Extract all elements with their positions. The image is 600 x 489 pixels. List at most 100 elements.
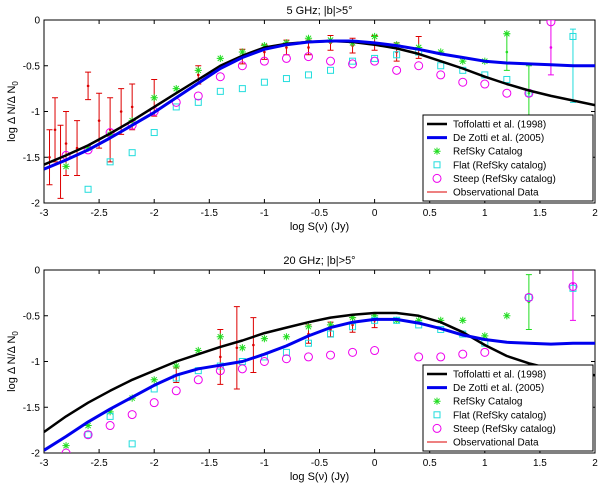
panel-2-flat-refsky-catalog-point [128, 440, 136, 448]
panel-2-x-tick-label: 0 [372, 458, 378, 469]
panel-2-legend-label: Flat (RefSky catalog) [453, 410, 546, 421]
panel-1-title: 5 GHz; |b|>5° [286, 5, 352, 17]
panel-2-y-axis-label: log Δ N/Δ N0 [6, 331, 20, 392]
panel-1-legend-label: Observational Data [453, 188, 539, 199]
panel-1-flat-refsky-catalog-point [327, 66, 335, 74]
panel-2-legend-label: Observational Data [453, 438, 539, 449]
panel-1-steep-refsky-catalog-point [281, 53, 291, 63]
panel-2-steep-refsky-catalog-point [193, 375, 203, 385]
panel-1-steep-refsky-catalog-point [414, 61, 424, 71]
panel-2-steep-refsky-catalog-point [326, 350, 336, 360]
panel-1-steep-refsky-catalog-point [458, 77, 468, 87]
panel-2-flat-refsky-catalog-point [304, 339, 312, 347]
panel-1-x-tick-label: 0.5 [423, 208, 437, 219]
panel-1-refsky-catalog-point [216, 54, 224, 63]
panel-1-flat-refsky-catalog-point [216, 87, 224, 95]
panel-1-steep-refsky-catalog-point [303, 52, 313, 62]
panel-2-steep-refsky-catalog-point [259, 357, 269, 366]
panel-1-legend-label: Toffolatti et al. (1998) [453, 120, 546, 131]
panel-2-x-tick-label: 0.5 [423, 458, 437, 469]
panel-2-observational-data-point [219, 355, 222, 359]
panel-1-de-zotti-et-al-2005-curve [44, 39, 595, 171]
panel-1-steep-refsky-catalog-point [392, 65, 402, 75]
panel-2-steep-refsky-catalog-point [171, 386, 181, 396]
panel-2-x-axis-label: log S(ν) (Jy) [290, 471, 349, 483]
panel-1-observational-data-point [549, 46, 553, 49]
panel-1-steep-refsky-catalog-point [546, 20, 556, 27]
panel-1-observational-data-point [527, 91, 531, 95]
panel-2-de-zotti-et-al-2005-curve [44, 317, 595, 452]
panel-1-flat-refsky-catalog-point [282, 75, 290, 83]
panel-2-steep-refsky-catalog-point [370, 346, 380, 356]
panel-2-legend-label: De Zotti et al. (2005) [453, 383, 544, 394]
panel-2-observational-data-point [252, 343, 255, 347]
panel-2-steep-refsky-catalog-point [303, 352, 313, 362]
panel-1-steep-refsky-catalog-point [348, 59, 358, 69]
panel-1-x-tick-label: 1.5 [533, 208, 547, 219]
panel-2-steep-refsky-catalog-point [237, 364, 247, 374]
panel-2-refsky-catalog-point [503, 312, 511, 320]
panel-1-legend-swatch [433, 147, 441, 155]
panel-1-flat-refsky-catalog-point [238, 85, 246, 93]
panel-2-refsky-catalog-point [150, 376, 158, 384]
panel-1-flat-refsky-catalog-point [194, 98, 202, 106]
panel-2-legend-label: RefSky Catalog [453, 397, 522, 408]
panel-2-refsky-catalog-point [415, 316, 423, 324]
panel-1-observational-data-point [285, 46, 288, 49]
panel-2-steep-refsky-catalog-point [414, 352, 424, 362]
panel-1-refsky-catalog-point [503, 30, 511, 38]
panel-2-steep-refsky-catalog-point [149, 398, 159, 408]
panel-2-legend-label: Steep (RefSky catalog) [453, 424, 556, 435]
panel-2-steep-refsky-catalog-point [83, 430, 93, 440]
panel-1-refsky-catalog-point [260, 42, 268, 50]
panel-2-steep-refsky-catalog-point [105, 421, 115, 431]
panel-1-refsky-catalog-point [150, 94, 158, 102]
panel-1-x-axis-label: log S(ν) (Jy) [290, 221, 349, 233]
panel-2-refsky-catalog-point [481, 332, 489, 340]
panel-1-observational-data-point [263, 50, 266, 54]
panel-2-steep-refsky-catalog-point [524, 292, 534, 302]
panel-1-refsky-catalog-point [62, 162, 70, 170]
panel-2-flat-refsky-catalog-point [525, 293, 533, 301]
panel-1-observational-data-point [48, 155, 51, 159]
panel-2-flat-refsky-catalog-point [84, 431, 92, 439]
panel-1-observational-data-point [505, 50, 509, 54]
panel-2-toffolatti-et-al-1998-curve [44, 311, 595, 434]
panel-2-refsky-catalog-point [216, 333, 224, 341]
panel-2-flat-refsky-catalog-point [282, 348, 290, 356]
panel-1-steep-refsky-catalog-point [480, 79, 490, 89]
panel-2-refsky-catalog-point [106, 408, 114, 416]
panel-1-observational-data-point [196, 73, 200, 77]
panel-1-flat-refsky-catalog-point [172, 103, 180, 111]
panel-1-refsky-catalog-point [84, 144, 92, 152]
panel-2: 20 GHz; |b|>5° -3 -2.5 -2 -1.5 -1 -0.5 0 0.5 1 1.5… [6, 255, 598, 483]
panel-1-legend-label: Flat (RefSky catalog) [453, 160, 546, 171]
panel-1-refsky-catalog-point [304, 34, 313, 42]
panel-1-flat-refsky-catalog-point [260, 78, 268, 86]
panel-1-flat-refsky-catalog-point [150, 129, 158, 137]
panel-1-refsky-catalog-point [371, 32, 379, 41]
panel-2-steep-refsky-catalog-point [480, 347, 490, 357]
panel-2-y-tick-label: -2 [31, 449, 40, 460]
panel-2-steep-refsky-catalog-point [568, 281, 578, 291]
panel-2-y-tick-label: -1.5 [23, 403, 41, 414]
panel-1-steep-refsky-catalog-point [237, 61, 247, 71]
panel-1-refsky-catalog-point [437, 48, 445, 56]
panel-1-y-tick-label: -1.5 [23, 153, 41, 164]
panel-1-steep-refsky-catalog-point [370, 56, 380, 66]
panel-1-y-axis-label: log Δ N/Δ N0 [6, 81, 20, 142]
panel-2-refsky-catalog-point [304, 323, 313, 331]
panel-2-flat-refsky-catalog-point [569, 284, 577, 292]
panel-1-refsky-catalog-point [238, 48, 246, 56]
panel-2-legend-swatch [432, 423, 442, 433]
panel-2-x-tick-label: -3 [40, 458, 49, 469]
panel-1-flat-refsky-catalog-point [393, 51, 401, 59]
panel-1-y-tick-label: -1 [31, 107, 40, 118]
panel-2-steep-refsky-catalog-point [127, 410, 137, 420]
panel-1-legend-label: RefSky Catalog [453, 147, 522, 158]
panel-1-refsky-catalog-point [459, 57, 467, 65]
panel-1-legend: Toffolatti et al. (1998) De Zotti et al. … [422, 114, 594, 202]
panel-1-x-tick-label: -2 [150, 208, 159, 219]
panel-2-flat-refsky-catalog-point [106, 412, 114, 420]
